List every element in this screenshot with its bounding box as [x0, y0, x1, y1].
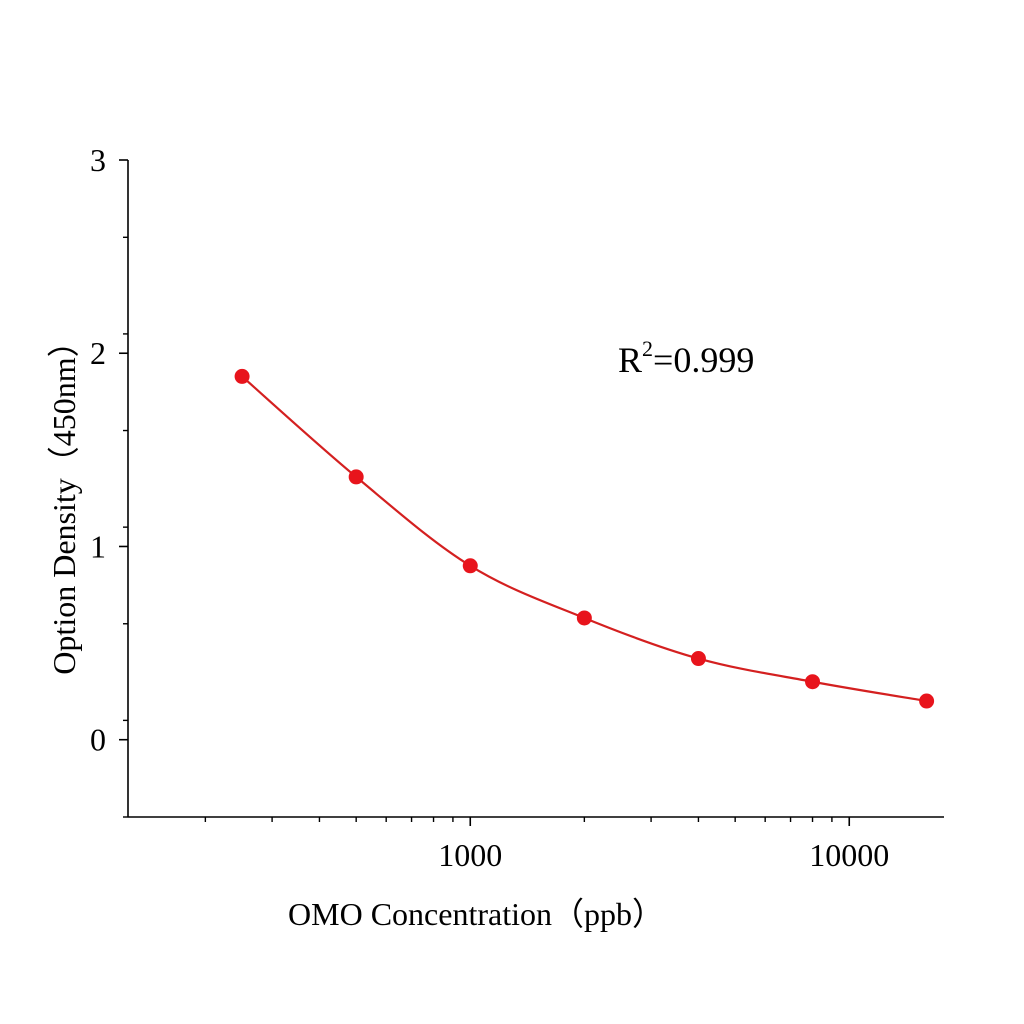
fit-layer [241, 375, 927, 703]
x-ticks: 1000 10000 [204, 817, 889, 873]
x-tick-label: 1000 [438, 837, 502, 873]
r-squared-value: =0.999 [653, 340, 754, 380]
y-ticks: 0 1 2 3 [90, 142, 128, 818]
r-squared-annotation: R2=0.999 [618, 336, 754, 380]
data-point [348, 469, 364, 485]
axes [127, 160, 944, 818]
data-point [805, 674, 821, 690]
x-axis-title: OMO Concentration（ppb） [288, 896, 664, 932]
data-point [462, 558, 478, 574]
data-point [576, 610, 592, 626]
data-point [919, 693, 935, 709]
data-point [690, 651, 706, 667]
fit-curve [241, 375, 927, 703]
r-squared-superscript: 2 [642, 336, 653, 361]
data-point [234, 368, 250, 384]
x-tick-label: 10000 [809, 837, 889, 873]
r-squared-base: R [618, 340, 642, 380]
points-layer [234, 368, 935, 709]
y-tick-label: 1 [90, 528, 106, 564]
y-tick-label: 3 [90, 142, 106, 178]
y-tick-label: 0 [90, 722, 106, 758]
y-tick-label: 2 [90, 335, 106, 371]
y-axis-title: Option Density（450nm） [46, 325, 82, 674]
